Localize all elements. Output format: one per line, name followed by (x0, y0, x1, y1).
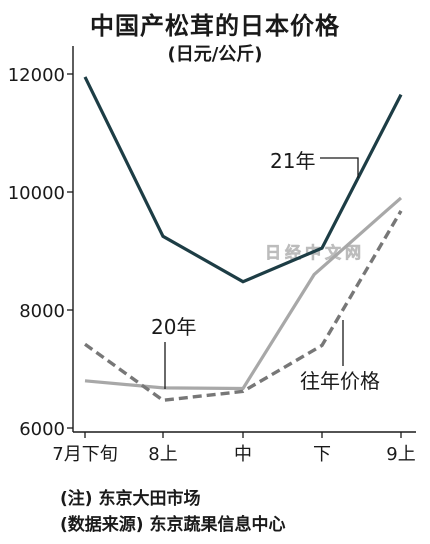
y-tick-label: 12000 (8, 65, 65, 86)
x-tick-label: 9上 (386, 444, 415, 465)
chart-subtitle: (日元/公斤) (167, 44, 263, 65)
series-line-1 (84, 196, 403, 391)
series-label-21: 21年 (270, 149, 315, 173)
x-tick-label: 7月下旬 (52, 444, 117, 465)
y-tick-label: 10000 (8, 183, 65, 204)
note-market: (注) 东京大田市场 (60, 489, 201, 509)
leader-21 (320, 157, 359, 178)
x-tick-label: 8上 (148, 444, 177, 465)
price-line-chart: 6000800010000120007月下旬 8上中下 9上日经中文网21年20年往… (8, 46, 416, 465)
y-tick-label: 8000 (19, 301, 65, 322)
series-line-0 (83, 76, 403, 284)
y-tick-label: 6000 (19, 419, 65, 440)
note-source: (数据来源) 东京蔬果信息中心 (60, 515, 286, 535)
series-label-past: 往年价格 (300, 369, 380, 393)
series-line-2 (84, 210, 403, 403)
chart-title: 中国产松茸的日本价格 (90, 12, 340, 40)
x-tick-label: 中 (234, 444, 252, 465)
x-tick-label: 下 (313, 444, 331, 465)
series-label-20: 20年 (151, 315, 196, 339)
